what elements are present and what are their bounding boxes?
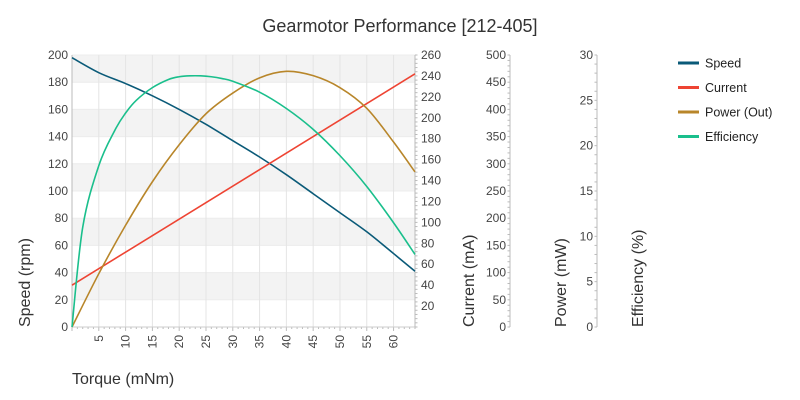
vertical-grid (98, 55, 395, 327)
x-tick-label: 45 (306, 335, 320, 349)
x-tick-label: 35 (253, 335, 267, 349)
power-tick-label: 250 (486, 184, 506, 198)
x-tick-label: 30 (226, 335, 240, 349)
x-tick-label: 25 (199, 335, 213, 349)
x-axis-title: Torque (mNm) (72, 371, 174, 388)
current-tick-label: 200 (421, 111, 441, 125)
efficiency-tick-label: 5 (586, 275, 593, 289)
current-tick-label: 40 (421, 278, 435, 292)
legend-label-efficiency: Efficiency (705, 130, 759, 144)
speed-tick-label: 80 (55, 211, 69, 225)
speed-tick-label: 0 (61, 320, 68, 334)
x-tick-label: 55 (360, 335, 374, 349)
speed-axis-title: Speed (rpm) (17, 238, 34, 327)
speed-tick-label: 100 (48, 184, 68, 198)
legend-label-power-out: Power (Out) (705, 106, 772, 120)
speed-tick-label: 200 (48, 48, 68, 62)
series-line-efficiency (71, 74, 416, 328)
grid-band (72, 55, 415, 83)
efficiency-tick-label: 30 (580, 48, 594, 62)
efficiency-axis-title: Efficiency (%) (630, 229, 647, 327)
current-tick-label: 220 (421, 90, 441, 104)
current-tick-label: 120 (421, 194, 441, 208)
axes-group: 5 10 15 20 25 30 35 40 45 50 55 6002040608010012014… (17, 48, 647, 348)
current-tick-label: 240 (421, 69, 441, 83)
current-tick-label: 160 (421, 153, 441, 167)
efficiency-tick-label: 0 (586, 320, 593, 334)
x-tick-label: 10 (119, 335, 133, 349)
chart-title: Gearmotor Performance [212-405] (262, 16, 537, 36)
x-tick-label: 20 (172, 335, 186, 349)
efficiency-tick-label: 25 (580, 93, 594, 107)
efficiency-tick-label: 10 (580, 229, 594, 243)
power-tick-label: 500 (486, 48, 506, 62)
series-line-current (71, 73, 416, 286)
speed-tick-label: 120 (48, 157, 68, 171)
current-tick-label: 100 (421, 215, 441, 229)
speed-tick-label: 180 (48, 75, 68, 89)
current-tick-label: 80 (421, 236, 435, 250)
grid-band (72, 109, 415, 137)
legend: Speed Current Power (Out) Efficiency (678, 57, 772, 144)
power-tick-label: 200 (486, 211, 506, 225)
speed-tick-label: 60 (55, 238, 69, 252)
power-axis-title: Power (mW) (553, 238, 570, 327)
grid-band (72, 163, 415, 191)
power-tick-label: 400 (486, 102, 506, 116)
speed-tick-label: 160 (48, 102, 68, 116)
series-line-speed (71, 57, 416, 272)
series-line-power-out (71, 70, 416, 328)
current-tick-label: 180 (421, 132, 441, 146)
current-tick-label: 260 (421, 48, 441, 62)
grid-band (72, 218, 415, 246)
power-tick-label: 450 (486, 75, 506, 89)
legend-label-speed: Speed (705, 57, 741, 71)
x-tick-label: 50 (333, 335, 347, 349)
efficiency-tick-label: 15 (580, 184, 594, 198)
x-tick-label: 5 (92, 335, 106, 342)
power-tick-label: 0 (499, 320, 506, 334)
power-tick-label: 300 (486, 157, 506, 171)
speed-tick-label: 20 (55, 293, 69, 307)
x-tick-label: 60 (387, 335, 401, 349)
grid-bands (72, 54, 415, 328)
x-tick-label: 15 (145, 335, 159, 349)
current-tick-label: 60 (421, 257, 435, 271)
current-axis-title: Current (mA) (461, 235, 478, 327)
current-tick-label: 140 (421, 174, 441, 188)
power-tick-label: 350 (486, 130, 506, 144)
efficiency-tick-label: 20 (580, 139, 594, 153)
power-tick-label: 100 (486, 266, 506, 280)
legend-label-current: Current (705, 81, 747, 95)
x-tick-label: 40 (279, 335, 293, 349)
power-tick-label: 50 (493, 293, 507, 307)
speed-tick-label: 140 (48, 130, 68, 144)
current-tick-label: 20 (421, 299, 435, 313)
speed-tick-label: 40 (55, 266, 69, 280)
series-group (71, 57, 416, 328)
power-tick-label: 150 (486, 238, 506, 252)
grid-band (72, 272, 415, 300)
